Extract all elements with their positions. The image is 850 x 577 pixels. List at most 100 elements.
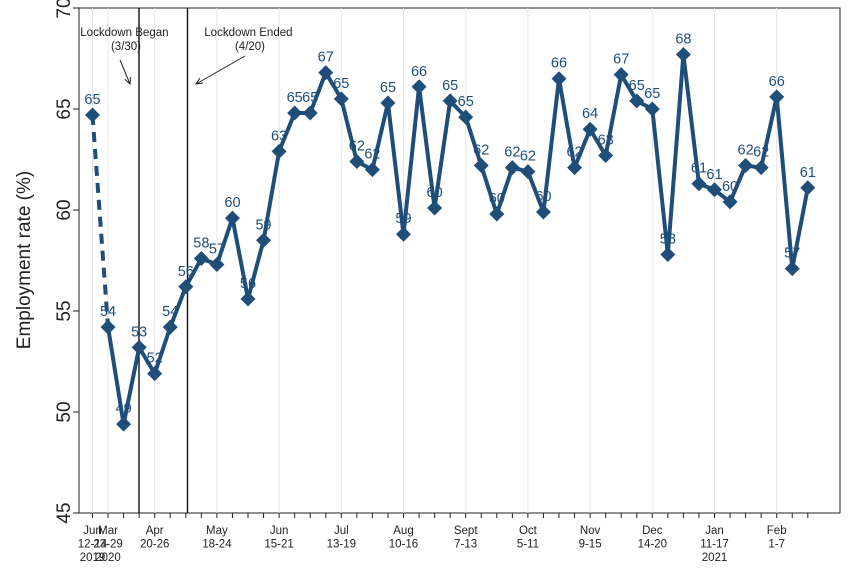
data-label: 57 xyxy=(784,246,800,262)
data-point xyxy=(504,160,520,176)
data-point xyxy=(691,176,707,192)
data-point xyxy=(271,143,287,159)
data-point xyxy=(100,319,116,335)
series-segment xyxy=(308,70,328,116)
series-segment xyxy=(121,345,142,427)
data-label: 61 xyxy=(706,167,722,183)
data-point xyxy=(131,339,147,355)
y-tick-label: 65 xyxy=(54,98,75,119)
series-segment xyxy=(790,185,810,271)
series-segment xyxy=(417,84,437,210)
series-segment xyxy=(774,94,795,271)
lockdown-began-label: Lockdown Began (3/30) xyxy=(80,27,171,53)
lockdown-ended-arrowhead xyxy=(194,77,204,85)
data-label: 62 xyxy=(504,145,520,161)
data-point xyxy=(535,204,551,220)
series-segment xyxy=(152,325,173,376)
series-segment xyxy=(432,98,453,210)
series-gap-segment xyxy=(90,114,111,328)
data-label: 58 xyxy=(660,231,676,247)
data-point xyxy=(660,246,676,262)
series-segment xyxy=(261,149,282,243)
series-segment xyxy=(339,96,359,164)
series-segment xyxy=(463,115,484,168)
data-point xyxy=(287,105,303,121)
data-label: 62 xyxy=(753,145,769,161)
data-label: 52 xyxy=(147,351,163,367)
x-tick-label: Jul 13-19 xyxy=(327,525,356,551)
data-label: 65 xyxy=(333,76,349,92)
data-label: 68 xyxy=(675,31,691,47)
data-point xyxy=(458,109,474,125)
data-label: 67 xyxy=(318,50,334,66)
series-segment xyxy=(168,284,188,330)
lockdown-began-arrowhead xyxy=(124,76,131,86)
data-label: 65 xyxy=(302,90,318,106)
lockdown-ended-label: Lockdown Ended (4/20) xyxy=(204,27,295,53)
data-label: 65 xyxy=(442,78,458,94)
series-employment-rate xyxy=(85,46,816,432)
x-tick-label: Nov 9-15 xyxy=(579,525,602,551)
data-label: 63 xyxy=(598,132,614,148)
series-segment xyxy=(106,325,126,427)
x-tick-label: Jan 11-17 2021 xyxy=(700,525,729,564)
data-point xyxy=(707,182,722,198)
data-label: 59 xyxy=(395,211,411,227)
data-label: 60 xyxy=(427,185,443,201)
data-label: 53 xyxy=(131,324,147,340)
data-label: 62 xyxy=(349,139,365,155)
data-point xyxy=(473,158,489,174)
series-segment xyxy=(401,84,422,237)
data-label: 56 xyxy=(240,276,256,292)
data-point xyxy=(162,319,178,335)
data-point xyxy=(209,257,225,273)
data-point xyxy=(769,89,785,105)
series-segment xyxy=(759,94,779,170)
data-label: 65 xyxy=(458,94,474,110)
data-label: 65 xyxy=(287,90,303,106)
data-label: 64 xyxy=(582,106,598,122)
data-label: 49 xyxy=(116,401,132,417)
data-label: 62 xyxy=(473,143,489,159)
data-point xyxy=(224,210,240,226)
data-label: 65 xyxy=(644,86,660,102)
series-segment xyxy=(385,100,406,237)
data-point xyxy=(178,279,194,295)
x-tick-label: May 18-24 xyxy=(202,525,232,551)
data-label: 66 xyxy=(411,64,427,80)
series-segment xyxy=(541,76,561,215)
series-segment xyxy=(572,127,593,170)
series-segment xyxy=(650,107,670,257)
data-point xyxy=(85,107,100,123)
data-point xyxy=(567,160,583,176)
x-tick-label: Oct 5-11 xyxy=(517,525,539,551)
data-point xyxy=(784,261,800,277)
data-point xyxy=(411,79,427,95)
plot-frame xyxy=(78,7,841,514)
data-label: 62 xyxy=(364,147,380,163)
series-segment xyxy=(370,100,390,172)
data-label: 60 xyxy=(535,189,551,205)
data-point xyxy=(613,67,629,83)
data-label: 65 xyxy=(380,80,396,96)
data-point xyxy=(349,154,365,170)
lockdown-ended-arrow xyxy=(195,55,246,85)
lockdown-markers: Lockdown Began (3/30) Lockdown Ended (4/… xyxy=(80,8,295,513)
data-label: 59 xyxy=(255,217,271,233)
data-point xyxy=(629,93,645,109)
data-point xyxy=(364,162,380,178)
series-segment xyxy=(479,163,499,217)
data-label: 62 xyxy=(566,145,582,161)
data-label: 61 xyxy=(800,165,816,181)
data-point xyxy=(489,206,505,222)
data-point xyxy=(380,95,396,111)
lockdown-began-arrow xyxy=(119,59,131,85)
data-point xyxy=(256,232,272,248)
data-point xyxy=(738,158,754,174)
series-segment xyxy=(246,238,266,301)
x-tick-label: Dec 14-20 xyxy=(638,525,667,551)
x-tick-label: Aug 10-16 xyxy=(389,525,418,551)
data-point xyxy=(396,226,411,242)
data-point xyxy=(240,291,256,307)
